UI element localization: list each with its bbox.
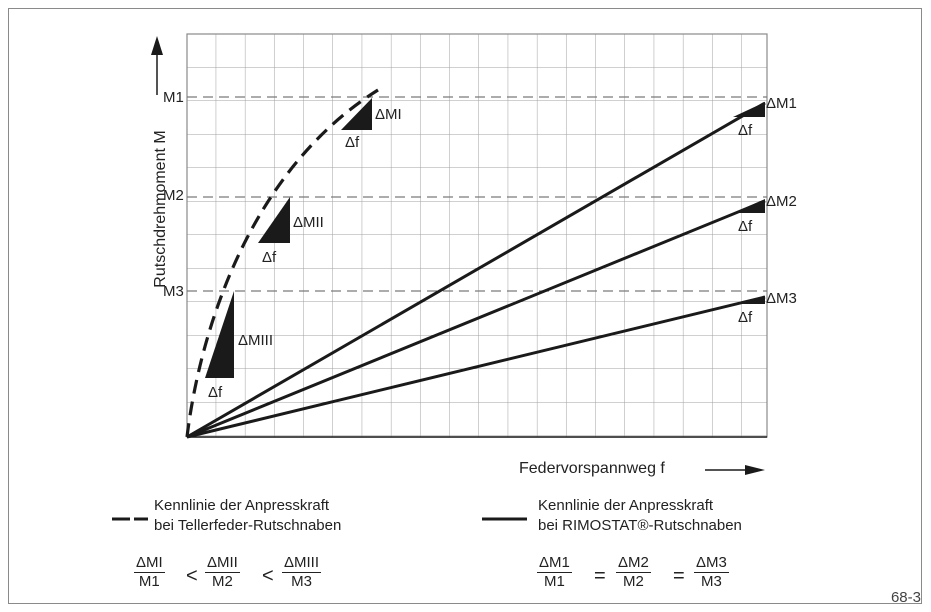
formula-left-op-1: < — [186, 565, 198, 587]
delta-triangle-m3-curve — [205, 291, 234, 378]
formula-right-frac-3: ΔM3 M3 — [694, 554, 729, 591]
curve-label-dm3: ΔMIII — [238, 332, 274, 349]
delta-f-label-m1-right: Δf — [738, 122, 753, 139]
legend-dashed-line-1: Kennlinie der Anpresskraft — [154, 497, 330, 514]
delta-label-m3-right: ΔM3 — [766, 290, 797, 307]
figure-frame — [8, 8, 922, 604]
curve-label-dm1: ΔMI — [375, 106, 402, 123]
formula-left-num-3: ΔMIII — [282, 554, 322, 573]
formula-left-den-3: M3 — [291, 573, 312, 590]
level-label-m3: M3 — [163, 283, 184, 300]
legend-solid-line-2: bei RIMOSTAT®-Rutschnaben — [538, 517, 742, 534]
formula-right-frac-2: ΔM2 M2 — [616, 554, 651, 591]
formula-left-num-2: ΔMII — [205, 554, 240, 573]
formula-left-frac-1: ΔMI M1 — [134, 554, 165, 591]
curve-label-dm2: ΔMII — [293, 214, 324, 231]
formula-right-den-2: M2 — [623, 573, 644, 590]
level-label-m2: M2 — [163, 187, 184, 204]
formula-right-num-2: ΔM2 — [616, 554, 651, 573]
figure-number: 68-3 — [890, 589, 921, 606]
y-axis-arrowhead — [151, 36, 163, 55]
tellerfeder-curve — [185, 88, 379, 438]
delta-triangle-m1-line — [733, 102, 765, 117]
delta-f-label-m2-right: Δf — [738, 218, 753, 235]
formula-right-den-1: M1 — [544, 573, 565, 590]
formula-left-frac-3: ΔMIII M3 — [282, 554, 322, 591]
curve-delta-f-3: Δf — [208, 384, 223, 401]
delta-triangle-m1-curve — [341, 98, 372, 130]
y-axis-label: Rutschdrehmoment M — [152, 130, 169, 288]
formula-right-frac-1: ΔM1 M1 — [537, 554, 572, 591]
delta-label-m1-right: ΔM1 — [766, 95, 797, 112]
curve-delta-f-2: Δf — [262, 249, 277, 266]
rimostat-line-m3 — [186, 295, 766, 439]
x-axis-arrowhead — [745, 465, 765, 475]
formula-left-den-1: M1 — [138, 573, 160, 590]
rimostat-line-m2 — [186, 199, 766, 439]
delta-triangle-m2-curve — [258, 197, 290, 243]
delta-triangle-m2-line — [733, 199, 765, 213]
formula-left-den-2: M2 — [212, 573, 233, 590]
delta-triangle-m3-line — [733, 296, 765, 304]
formula-left-op-2: < — [262, 565, 274, 587]
formula-right-num-3: ΔM3 — [694, 554, 729, 573]
delta-label-m2-right: ΔM2 — [766, 193, 797, 210]
formula-left-num-1: ΔMI — [134, 554, 165, 573]
curve-delta-f-1: Δf — [345, 134, 360, 151]
delta-f-label-m3-right: Δf — [738, 309, 753, 326]
formula-right-den-3: M3 — [701, 573, 722, 590]
formula-right-num-1: ΔM1 — [537, 554, 572, 573]
formula-right-op-2: = — [673, 565, 685, 587]
x-axis-label: Federvorspannweg f — [519, 460, 665, 477]
formula-left-frac-2: ΔMII M2 — [205, 554, 240, 591]
legend-solid-line-1: Kennlinie der Anpresskraft — [538, 497, 714, 514]
formula-right-op-1: = — [594, 565, 606, 587]
level-label-m1: M1 — [163, 89, 184, 106]
rimostat-line-m1 — [186, 101, 766, 439]
legend-dashed-line-2: bei Tellerfeder-Rutschnaben — [154, 517, 342, 534]
